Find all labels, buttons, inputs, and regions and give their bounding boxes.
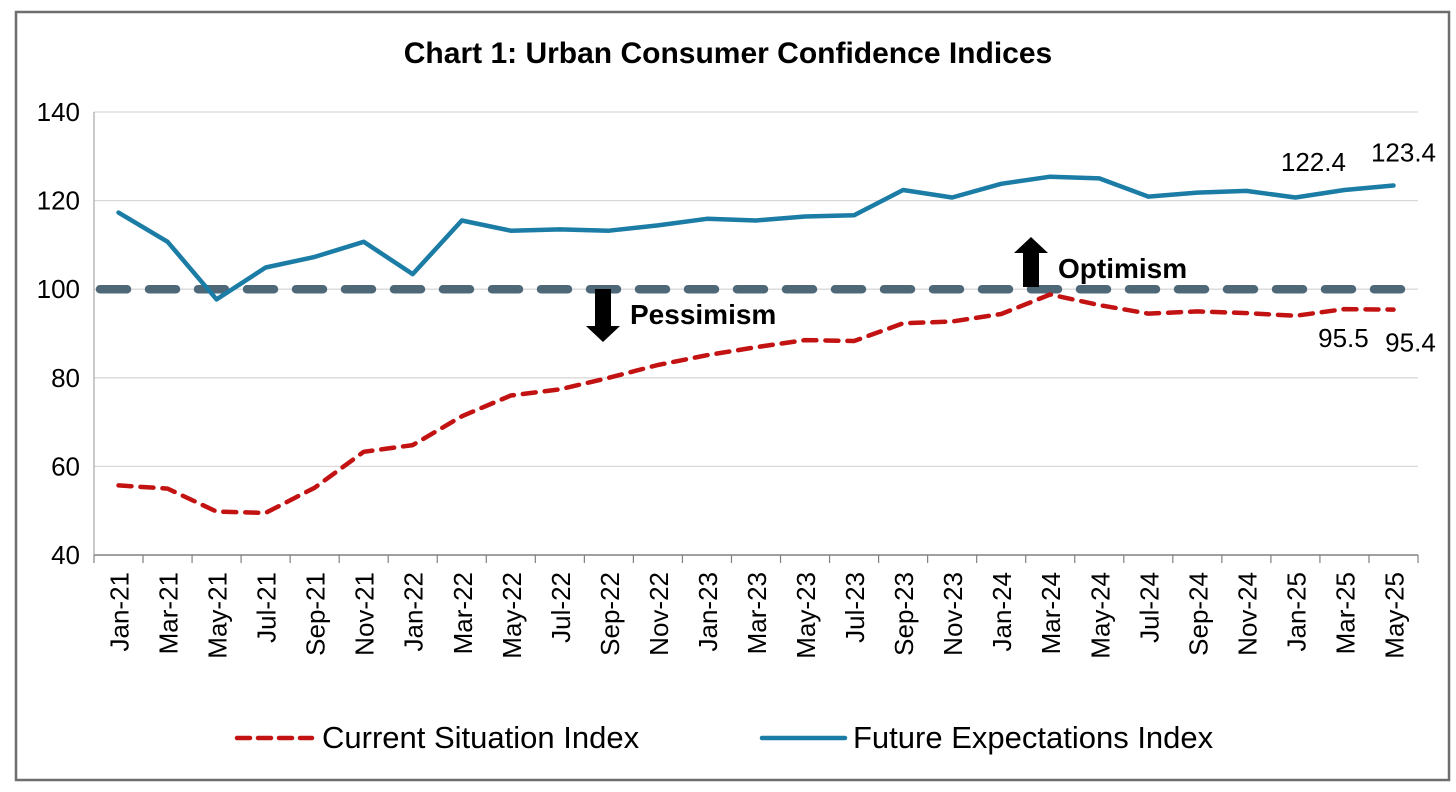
x-tick-label-Mar-22: Mar-22 (448, 572, 478, 654)
x-tick-label-May-24: May-24 (1085, 572, 1115, 659)
x-tick-label-Sep-21: Sep-21 (301, 572, 331, 656)
optimism-label: Optimism (1058, 253, 1187, 284)
x-tick-label-Sep-23: Sep-23 (889, 572, 919, 656)
x-tick-label-May-23: May-23 (791, 572, 821, 659)
data-label-csi-mar25: 95.5 (1318, 323, 1369, 353)
y-axis-labels: 140 120 100 80 60 40 (37, 97, 80, 570)
x-tick-label-Mar-24: Mar-24 (1036, 572, 1066, 654)
x-tick-label-Jul-22: Jul-22 (546, 572, 576, 643)
legend-label-future-expectations: Future Expectations Index (853, 720, 1214, 755)
chart-frame (14, 10, 1451, 782)
data-label-csi-may25: 95.4 (1385, 328, 1436, 358)
series-lines (116, 174, 1396, 516)
x-tick-label-Sep-24: Sep-24 (1183, 572, 1213, 656)
legend-item-current-situation: Current Situation Index (234, 720, 640, 755)
x-tick-label-Mar-21: Mar-21 (154, 572, 184, 654)
x-tick-label-May-22: May-22 (497, 572, 527, 659)
pessimism-annotation: Pessimism (586, 289, 776, 342)
x-tick-label-Jan-21: Jan-21 (105, 572, 135, 652)
up-arrow-icon (1014, 237, 1048, 287)
legend-item-future-expectations: Future Expectations Index (759, 720, 1214, 755)
x-tick-label-Sep-22: Sep-22 (595, 572, 625, 656)
x-tick-label-May-25: May-25 (1379, 572, 1409, 659)
x-tick-label-Jan-23: Jan-23 (693, 572, 723, 652)
legend-label-current-situation: Current Situation Index (322, 720, 640, 755)
x-tick-label-Jan-22: Jan-22 (399, 572, 429, 652)
y-tick-label-100: 100 (37, 274, 80, 304)
y-tick-label-140: 140 (37, 97, 80, 127)
series-line-fei (116, 174, 1396, 302)
y-tick-label-40: 40 (51, 540, 80, 570)
series-line-csi (116, 292, 1396, 516)
y-tick-label-120: 120 (37, 186, 80, 216)
x-tick-label-Mar-25: Mar-25 (1330, 572, 1360, 654)
x-tick-label-Jan-24: Jan-24 (987, 572, 1017, 652)
x-tick-label-Jan-25: Jan-25 (1281, 572, 1311, 652)
y-tick-label-60: 60 (51, 451, 80, 481)
optimism-annotation: Optimism (1014, 237, 1187, 287)
y-tick-label-80: 80 (51, 363, 80, 393)
x-tick-label-Nov-23: Nov-23 (938, 572, 968, 656)
x-tick-label-May-21: May-21 (203, 572, 233, 659)
x-tick-label-Nov-24: Nov-24 (1232, 572, 1262, 656)
pessimism-label: Pessimism (630, 299, 776, 330)
x-tick-label-Jul-21: Jul-21 (252, 572, 282, 643)
x-tick-label-Jul-23: Jul-23 (840, 572, 870, 643)
data-label-fei-mar25: 122.4 (1281, 147, 1346, 177)
x-tick-label-Nov-22: Nov-22 (644, 572, 674, 656)
x-tick-label-Nov-21: Nov-21 (350, 572, 380, 656)
legend: Current Situation Index Future Expectati… (234, 720, 1214, 755)
x-tick-label-Mar-23: Mar-23 (742, 572, 772, 654)
data-label-fei-may25: 123.4 (1371, 138, 1436, 168)
chart-title: Chart 1: Urban Consumer Confidence Indic… (404, 37, 1052, 70)
down-arrow-icon (586, 289, 620, 342)
axes (93, 112, 1419, 563)
x-axis-labels: Jan-21 Mar-21 May-21 Jul-21 Sep-21 Nov-21 Jan-… (105, 572, 1410, 659)
x-tick-label-Jul-24: Jul-24 (1134, 572, 1164, 643)
